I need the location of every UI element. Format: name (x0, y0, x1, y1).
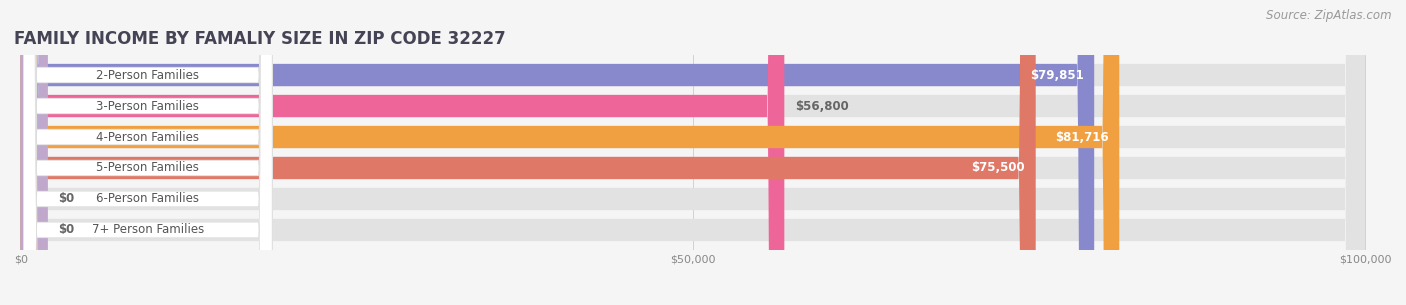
Text: $81,716: $81,716 (1054, 131, 1108, 144)
FancyBboxPatch shape (21, 0, 1365, 305)
FancyBboxPatch shape (21, 0, 1365, 305)
FancyBboxPatch shape (21, 0, 785, 305)
FancyBboxPatch shape (21, 0, 1365, 305)
FancyBboxPatch shape (21, 0, 48, 305)
Text: $56,800: $56,800 (794, 99, 849, 113)
FancyBboxPatch shape (21, 0, 1365, 305)
FancyBboxPatch shape (21, 0, 48, 305)
Text: Source: ZipAtlas.com: Source: ZipAtlas.com (1267, 9, 1392, 22)
FancyBboxPatch shape (21, 0, 1094, 305)
FancyBboxPatch shape (21, 0, 1119, 305)
FancyBboxPatch shape (24, 0, 273, 305)
FancyBboxPatch shape (21, 0, 1365, 305)
FancyBboxPatch shape (21, 0, 1036, 305)
Text: 5-Person Families: 5-Person Families (97, 161, 200, 174)
Text: $75,500: $75,500 (972, 161, 1025, 174)
Text: 7+ Person Families: 7+ Person Families (91, 224, 204, 236)
FancyBboxPatch shape (24, 0, 273, 305)
Text: FAMILY INCOME BY FAMALIY SIZE IN ZIP CODE 32227: FAMILY INCOME BY FAMALIY SIZE IN ZIP COD… (14, 30, 506, 48)
Text: 4-Person Families: 4-Person Families (97, 131, 200, 144)
Text: 3-Person Families: 3-Person Families (97, 99, 200, 113)
FancyBboxPatch shape (24, 0, 273, 305)
FancyBboxPatch shape (24, 0, 273, 305)
Text: $79,851: $79,851 (1029, 69, 1084, 81)
Text: 2-Person Families: 2-Person Families (97, 69, 200, 81)
Text: $0: $0 (59, 192, 75, 206)
FancyBboxPatch shape (24, 0, 273, 305)
Text: $0: $0 (59, 224, 75, 236)
FancyBboxPatch shape (21, 0, 1365, 305)
FancyBboxPatch shape (24, 0, 273, 305)
Text: 6-Person Families: 6-Person Families (97, 192, 200, 206)
